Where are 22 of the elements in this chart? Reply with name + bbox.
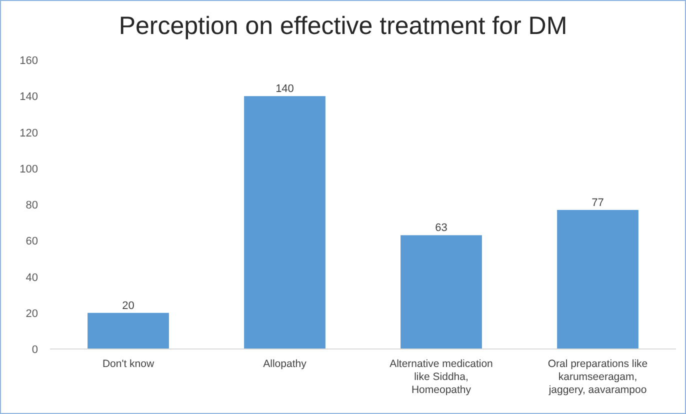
bar [244,96,326,349]
y-tick-label: 140 [20,91,38,104]
y-tick-label: 100 [20,163,38,176]
x-tick-label: Alternative medication like Siddha, Homeopathy [390,358,494,396]
y-tick-label: 160 [20,55,38,67]
y-tick-label: 120 [20,127,38,140]
data-label: 20 [122,300,134,312]
x-tick-label: Don't know [102,358,154,370]
y-tick-label: 0 [32,344,38,356]
x-tick-label: Oral preparations like karumseeragam, jaggery, aavarampoo [548,358,648,396]
y-tick-label: 60 [26,236,38,248]
bar [88,312,169,349]
data-label: 140 [276,83,294,96]
bar [557,210,638,349]
y-tick-label: 40 [26,272,38,284]
chart-title: Perception on effective treatment for DM [118,12,568,40]
y-tick-label: 80 [26,200,38,212]
data-label: 63 [435,222,448,234]
data-label: 77 [592,196,604,209]
x-tick-label: Allopathy [263,358,308,370]
y-tick-label: 20 [26,308,38,320]
bar [400,235,482,349]
